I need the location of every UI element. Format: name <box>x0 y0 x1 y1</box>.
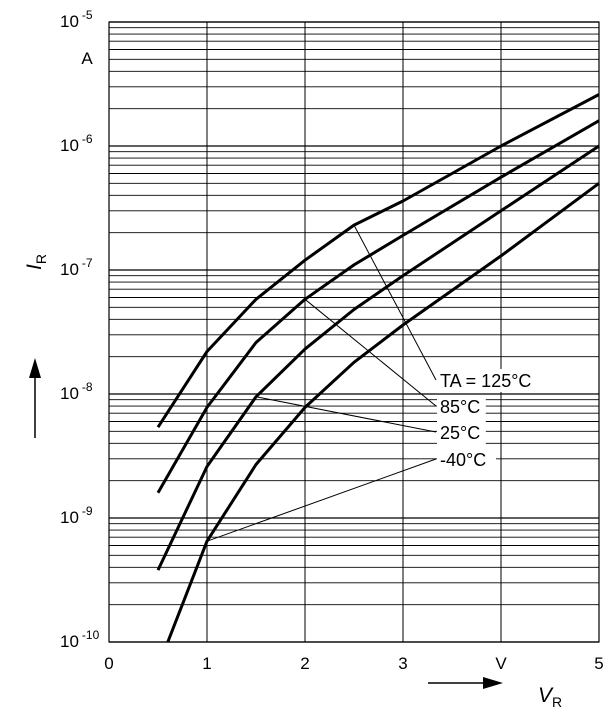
y-axis-title: IR <box>23 254 49 270</box>
x-tick-label: 1 <box>202 654 211 673</box>
minor-gridlines <box>109 27 599 606</box>
annotation-label: 25°C <box>440 423 480 443</box>
y-arrow-head <box>29 358 41 378</box>
x-axis-title: VR <box>538 684 562 710</box>
y-tick-label: 10 -7 <box>60 256 93 279</box>
annotation-leader <box>255 396 437 433</box>
y-tick-labels: 10-5 10-6 10-7 10-8 10-9 10-10 <box>60 8 100 651</box>
y-axis-title-sub: R <box>33 254 49 264</box>
x-tick-label: 0 <box>104 654 113 673</box>
y-tick-label: 10 -9 <box>60 504 93 527</box>
x-axis-title-main: V <box>538 684 554 707</box>
y-tick-label: 10 -5 <box>60 8 93 31</box>
series-line <box>156 93 600 429</box>
annotation-label-bg <box>437 395 486 418</box>
annotation-label-bg <box>437 369 547 392</box>
x-axis-title-sub: R <box>552 694 562 710</box>
annotation-leader <box>353 224 437 381</box>
major-gridlines <box>108 21 600 643</box>
annotation-label-bg <box>437 448 496 471</box>
annotation-labels: TA = 125°C 85°C 25°C -40°C <box>437 369 547 471</box>
y-tick-label: 10 -10 <box>60 628 100 651</box>
annotation-leaders <box>206 224 437 542</box>
annotation-leader <box>304 298 437 407</box>
y-unit-label: A <box>81 49 93 68</box>
annotation-label: -40°C <box>440 450 486 470</box>
x-tick-label: 2 <box>300 654 309 673</box>
plot-frame <box>108 21 600 643</box>
annotation-leader <box>206 458 437 542</box>
y-tick-label: 10 -6 <box>60 132 93 155</box>
series-line <box>156 144 600 571</box>
series-line <box>166 182 600 643</box>
annotation-label: TA = 125°C <box>440 371 531 391</box>
annotation-label-bg <box>437 421 486 444</box>
y-axis-title-main: I <box>23 264 46 270</box>
series-group <box>156 93 600 643</box>
x-tick-label: 5 <box>594 654 603 673</box>
x-arrow-head <box>483 677 503 689</box>
x-tick-label: V <box>495 654 507 673</box>
x-tick-label: 3 <box>398 654 407 673</box>
series-line <box>156 119 600 494</box>
x-tick-labels: 0 1 2 3 V 5 <box>104 654 603 673</box>
annotation-label: 85°C <box>440 397 480 417</box>
y-tick-label: 10 -8 <box>60 380 93 403</box>
